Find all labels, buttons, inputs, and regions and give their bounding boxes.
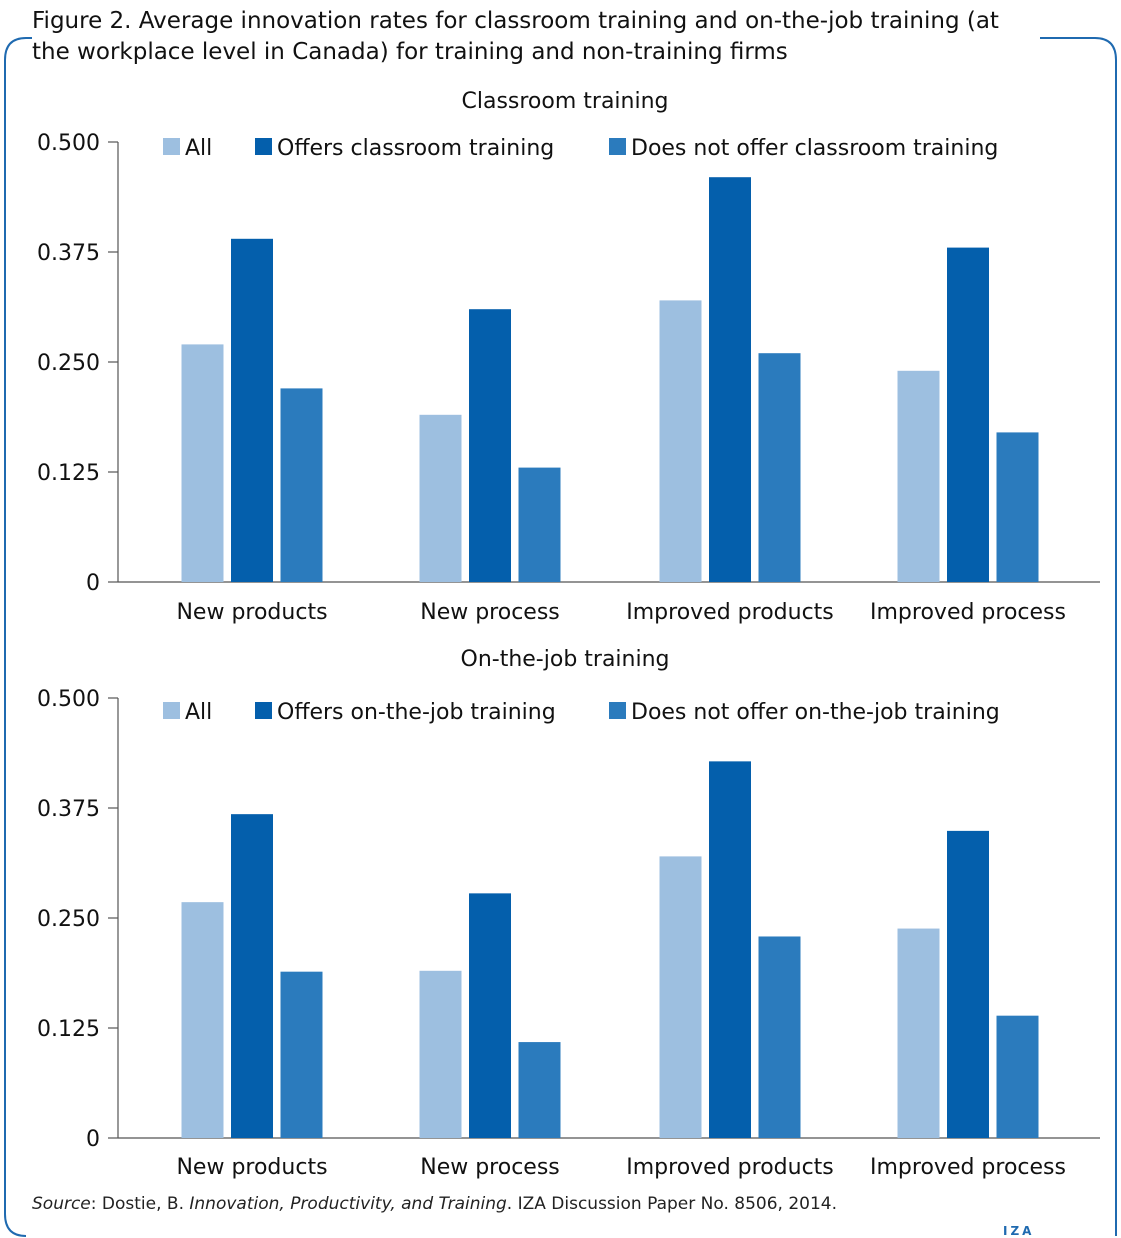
- source-note: Source: Dostie, B. Innovation, Productiv…: [32, 1194, 837, 1214]
- bar-all: [419, 970, 462, 1138]
- y-tick-label: 0.250: [37, 907, 100, 932]
- category-label: Improved products: [626, 600, 834, 625]
- source-text-2: . IZA Discussion Paper No. 8506, 2014.: [506, 1194, 838, 1214]
- bar-does-not-offer: [758, 353, 801, 582]
- bar-all: [659, 856, 702, 1138]
- bar-all: [419, 414, 462, 582]
- category-label: New products: [176, 600, 327, 625]
- bar-all: [897, 928, 940, 1138]
- legend-label: Offers classroom training: [277, 136, 554, 161]
- source-label: Source: [32, 1194, 91, 1214]
- category-label: New process: [420, 600, 560, 625]
- category-label: New process: [420, 1155, 560, 1180]
- bar-does-not-offer: [518, 467, 561, 582]
- category-label: Improved products: [626, 1155, 834, 1180]
- y-tick-label: 0.125: [37, 1017, 100, 1042]
- bar-does-not-offer: [996, 1015, 1039, 1138]
- category-label: New products: [176, 1155, 327, 1180]
- legend-label: All: [185, 136, 212, 161]
- bar-all: [181, 344, 224, 582]
- bar-offers: [947, 247, 989, 582]
- legend-swatch-does-not-offer: [609, 138, 626, 155]
- chart-title: Classroom training: [461, 89, 668, 114]
- category-label: Improved process: [870, 1155, 1066, 1180]
- bar-all: [659, 300, 702, 582]
- bar-offers: [231, 814, 273, 1138]
- chart-title: On-the-job training: [461, 647, 670, 672]
- bar-does-not-offer: [758, 936, 801, 1138]
- y-tick-label: 0.250: [37, 351, 100, 376]
- bar-offers: [469, 309, 511, 582]
- bar-does-not-offer: [518, 1042, 561, 1138]
- source-title: Innovation, Productivity, and Training: [189, 1194, 507, 1214]
- legend-label: Offers on-the-job training: [277, 700, 556, 725]
- legend-label: Does not offer on-the-job training: [631, 700, 1000, 725]
- y-tick-label: 0.125: [37, 461, 100, 486]
- y-tick-label: 0.375: [37, 797, 100, 822]
- legend-label: All: [185, 700, 212, 725]
- bar-offers: [709, 761, 751, 1138]
- bar-does-not-offer: [996, 432, 1039, 582]
- bar-does-not-offer: [280, 388, 323, 582]
- bar-all: [181, 902, 224, 1138]
- legend-label: Does not offer classroom training: [631, 136, 998, 161]
- category-label: Improved process: [870, 600, 1066, 625]
- y-tick-label: 0: [86, 571, 100, 596]
- legend-swatch-does-not-offer: [609, 702, 626, 719]
- chart-2: On-the-job training 0 0.125 0.250 0.375 0.500…: [37, 647, 1100, 1180]
- bar-does-not-offer: [280, 971, 323, 1138]
- iza-logo: IZA: [1003, 1224, 1035, 1238]
- bar-offers: [709, 177, 751, 582]
- chart-1: Classroom training 0 0.125 0.250 0.375 0.500 N…: [37, 89, 1100, 625]
- bar-all: [897, 370, 940, 582]
- y-tick-label: 0: [86, 1127, 100, 1152]
- source-text-1: : Dostie, B.: [90, 1194, 190, 1214]
- y-tick-label: 0.500: [37, 131, 100, 156]
- bar-offers: [231, 238, 273, 583]
- legend-swatch-offers: [255, 702, 272, 719]
- figure-title: Figure 2. Average innovation rates for c…: [32, 6, 1040, 68]
- bar-offers: [469, 893, 511, 1138]
- legend-swatch-offers: [255, 138, 272, 155]
- y-tick-label: 0.500: [37, 687, 100, 712]
- y-tick-label: 0.375: [37, 241, 100, 266]
- legend-swatch-all: [163, 138, 180, 155]
- legend-swatch-all: [163, 702, 180, 719]
- bar-offers: [947, 830, 989, 1138]
